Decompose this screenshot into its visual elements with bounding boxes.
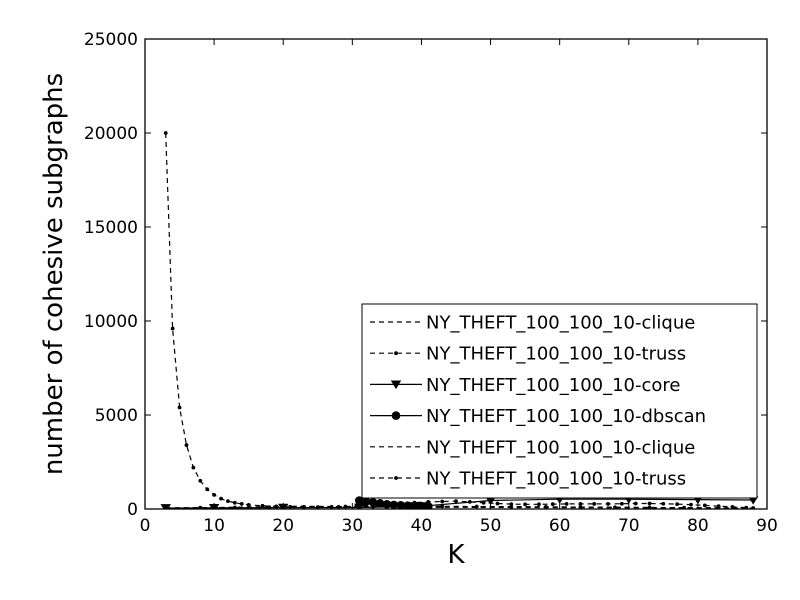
y-tick-label: 20000	[84, 124, 138, 144]
series-2-point	[390, 380, 402, 390]
legend-label: NY_THEFT_100_100_10-truss	[426, 344, 686, 365]
y-tick-label: 0	[127, 500, 138, 520]
series-1-point	[592, 502, 597, 506]
series-1-point	[509, 502, 514, 507]
series-1-point	[198, 478, 203, 483]
series-3-point	[410, 501, 419, 509]
y-tick-label: 5000	[95, 406, 138, 426]
series-1-point	[239, 502, 244, 506]
series-2-point	[485, 496, 496, 506]
y-axis-label: number of cohesive subgraphs	[39, 73, 69, 475]
series-5-point	[440, 504, 445, 509]
legend: NY_THEFT_100_100_10-clique NY_THEFT_100_1…	[361, 303, 758, 499]
series-1-point	[205, 487, 210, 492]
series-1-point	[647, 501, 652, 506]
series-5-point	[198, 505, 203, 509]
series-5-point	[716, 505, 721, 509]
legend-label: NY_THEFT_100_100_10-dbscan	[426, 406, 706, 427]
series-1-point	[661, 501, 666, 506]
series-3-point	[354, 496, 364, 505]
series-5-point	[371, 504, 375, 509]
series-1-point	[606, 502, 610, 506]
series-5-point	[302, 505, 306, 509]
series-1-point	[689, 502, 693, 507]
series-1-point	[537, 502, 541, 507]
series-5-point	[232, 505, 237, 509]
series-1-point	[454, 499, 458, 504]
plot-area	[160, 131, 759, 509]
series-1-point	[184, 443, 189, 447]
axes-frame	[144, 38, 768, 510]
series-group	[160, 131, 759, 509]
x-tick-label: 50	[480, 516, 502, 536]
series-5-line	[165, 505, 754, 509]
series-1-point	[191, 465, 196, 470]
series-1-point	[702, 503, 707, 508]
x-tick-label: 20	[272, 516, 294, 536]
series-5-point	[267, 505, 272, 509]
series-5-point	[336, 505, 341, 509]
legend-box	[361, 303, 758, 499]
series-5-point	[509, 504, 514, 509]
series-5-point	[474, 504, 479, 509]
series-1-point	[633, 501, 638, 506]
series-5-point	[405, 504, 410, 509]
series-1-point	[394, 351, 398, 356]
series-1-point	[170, 326, 175, 331]
x-axis-label: K	[447, 540, 465, 570]
series-1-point	[550, 502, 555, 507]
series-3-point	[424, 502, 433, 509]
series-5-point	[578, 505, 583, 509]
series-1-point	[212, 493, 217, 497]
series-5-point	[682, 505, 686, 509]
y-tick-label: 15000	[84, 218, 138, 238]
series-5-point	[543, 505, 548, 509]
series-1-point	[226, 499, 230, 504]
series-1-point	[578, 502, 583, 506]
series-1-point	[481, 500, 486, 505]
x-tick-label: 40	[411, 516, 433, 536]
legend-label: NY_THEFT_100_100_10-clique	[426, 313, 695, 334]
series-3-point	[391, 411, 401, 420]
series-5-point	[613, 505, 617, 509]
series-1-point	[260, 503, 265, 508]
series-1-point	[564, 502, 569, 506]
series-1-point	[675, 502, 680, 507]
series-1-point	[163, 131, 168, 135]
legend-label: NY_THEFT_100_100_10-truss	[426, 469, 686, 490]
x-tick-label: 10	[203, 516, 225, 536]
x-tick-label: 80	[687, 516, 709, 536]
legend-label: NY_THEFT_100_100_10-clique	[426, 437, 695, 458]
legend-label: NY_THEFT_100_100_10-core	[426, 375, 681, 396]
series-1-point	[232, 500, 237, 505]
x-tick-label: 0	[140, 516, 151, 536]
series-5-point	[647, 505, 652, 509]
axis-ticks: 0 10 20 30 40 50 60 70 80 90 0 5000 10000 15000 20000 2…	[84, 30, 778, 536]
x-tick-label: 60	[549, 516, 571, 536]
series-1-point	[619, 501, 624, 506]
series-1-point	[440, 499, 445, 504]
series-3-point	[375, 499, 385, 508]
y-tick-label: 10000	[84, 312, 138, 332]
x-tick-label: 70	[618, 516, 640, 536]
series-5-point	[751, 506, 756, 509]
series-1-point	[495, 501, 500, 506]
x-tick-label: 30	[342, 516, 364, 536]
y-tick-label: 25000	[84, 30, 138, 50]
series-1-point	[219, 496, 223, 501]
series-1-point	[177, 405, 182, 410]
series-1-point	[246, 502, 251, 507]
series-3-point	[361, 497, 371, 506]
x-tick-label: 90	[756, 516, 778, 536]
series-5-point	[163, 505, 168, 509]
series-3-point	[368, 498, 378, 507]
series-5-point	[394, 476, 398, 480]
series-1-point	[523, 502, 528, 507]
